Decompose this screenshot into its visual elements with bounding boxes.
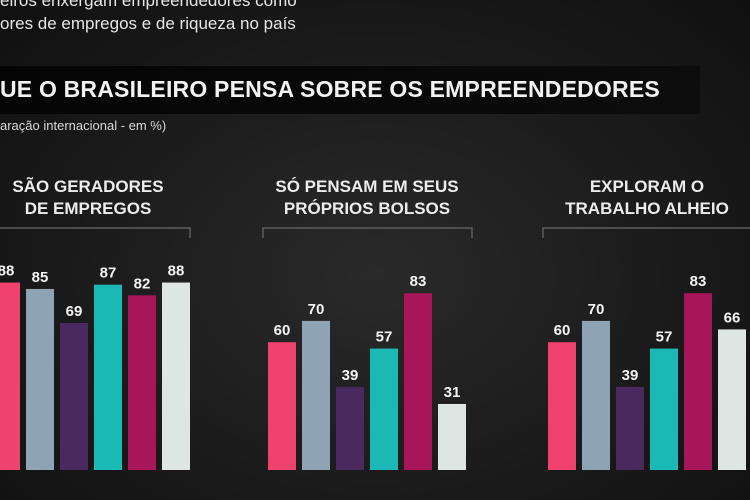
bar: [268, 342, 296, 470]
bar-value-label: 39: [342, 367, 359, 384]
bar-value-label: 66: [724, 309, 741, 326]
panel-title-line: SÃO GERADORES: [12, 176, 163, 196]
bar-value-label: 39: [622, 367, 639, 384]
bar: [336, 386, 364, 470]
bar: [718, 329, 746, 470]
chart-panel-3: EXPLORAM O TRABALHO ALHEIO 60 70 39 57 83 66: [542, 177, 750, 470]
bar-value-label: 69: [66, 303, 83, 320]
bar: [684, 293, 712, 470]
bar-value-label: 60: [274, 322, 291, 339]
bar-value-label: 83: [690, 273, 707, 290]
bar: [302, 320, 330, 470]
panel-bracket: [542, 227, 750, 238]
panel-title-line: DE EMPREGOS: [25, 199, 152, 218]
panel-title-line: EXPLORAM O: [590, 177, 704, 196]
bar-value-label: 87: [100, 265, 117, 282]
bar: [162, 282, 190, 470]
bar: [650, 348, 678, 470]
bar-value-label: 70: [588, 301, 605, 318]
bar-value-label: 57: [376, 329, 393, 346]
bar-value-label: 60: [554, 322, 571, 339]
bar: [548, 342, 576, 470]
panel-title-line: SÓ PENSAM EM SEUS: [275, 177, 458, 196]
bar: [128, 295, 156, 470]
bar-value-label: 31: [444, 384, 461, 401]
bar: [94, 284, 122, 470]
chart-panel-1: SÃO GERADORES DE EMPREGOS 88 85 69 87 82 88: [0, 176, 191, 470]
panel-title-line: PRÓPRIOS BOLSOS: [284, 199, 450, 218]
intro-text-line-2: ores de empregos e de riqueza no país: [0, 14, 296, 33]
bar: [404, 293, 432, 470]
bar: [370, 348, 398, 470]
panel-title-line: TRABALHO ALHEIO: [565, 199, 729, 218]
bar: [438, 403, 466, 470]
title-band: [0, 66, 700, 114]
bar-value-label: 57: [656, 329, 673, 346]
chart-panel-2: SÓ PENSAM EM SEUS PRÓPRIOS BOLSOS 60 70 39 57…: [262, 177, 473, 470]
bar: [0, 282, 20, 470]
bar: [26, 288, 54, 470]
bar-value-label: 88: [0, 263, 14, 280]
panel-bracket: [0, 227, 191, 238]
bar-value-label: 88: [168, 263, 185, 280]
chart-subtitle: aração internacional - em %): [0, 118, 167, 133]
bar: [616, 386, 644, 470]
bar-value-label: 85: [32, 269, 49, 286]
bar-value-label: 82: [134, 275, 151, 292]
bar-value-label: 70: [308, 301, 325, 318]
chart-title: UE O BRASILEIRO PENSA SOBRE OS EMPREENDE…: [0, 76, 660, 102]
panel-bracket: [262, 227, 473, 238]
bar: [582, 320, 610, 470]
bar: [60, 323, 88, 470]
intro-text-line-1: eiros enxergam empreendedores como: [0, 0, 297, 10]
bar-value-label: 83: [410, 273, 427, 290]
